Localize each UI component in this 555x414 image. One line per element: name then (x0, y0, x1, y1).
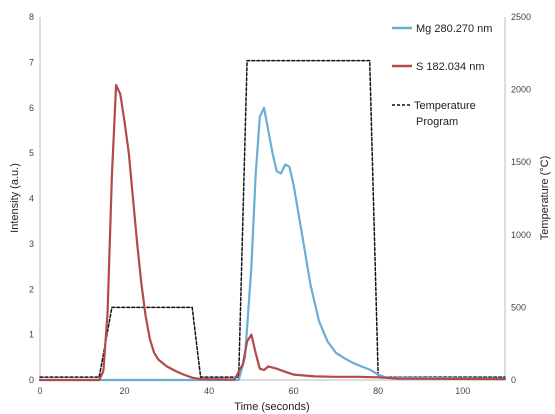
legend-label-mg: Mg 280.270 nm (416, 23, 492, 35)
x-axis-title: Time (seconds) (234, 401, 309, 413)
y-tick-label: 8 (29, 12, 34, 22)
x-tick-label: 0 (37, 386, 42, 396)
x-tick-label: 100 (455, 386, 470, 396)
series-line-s (38, 83, 507, 382)
legend-label-temperature-line2: Program (416, 116, 458, 128)
x-tick-labels: 0 20 40 60 80 100 (37, 386, 470, 396)
x-tick-label: 40 (204, 386, 214, 396)
y2-tick-label: 500 (511, 302, 526, 312)
y-tick-labels: 0 1 2 3 4 5 6 7 8 (29, 12, 34, 385)
y-axis-title: Intensity (a.u.) (9, 163, 21, 233)
y-tick-label: 0 (29, 375, 34, 385)
y-tick-label: 4 (29, 194, 34, 204)
x-tick-label: 20 (120, 386, 130, 396)
x-tick-label: 60 (289, 386, 299, 396)
y-tick-label: 3 (29, 239, 34, 249)
series-layer (38, 59, 507, 382)
legend-label-s: S 182.034 nm (416, 61, 485, 73)
y2-tick-label: 1000 (511, 230, 531, 240)
series-line-mg (38, 106, 507, 382)
y2-tick-label: 1500 (511, 157, 531, 167)
y-tick-label: 7 (29, 57, 34, 67)
y-tick-label: 5 (29, 148, 34, 158)
y-tick-label: 2 (29, 284, 34, 294)
y2-tick-label: 2500 (511, 12, 531, 22)
y2-tick-label: 0 (511, 375, 516, 385)
y2-tick-label: 2000 (511, 85, 531, 95)
x-tick-label: 80 (373, 386, 383, 396)
y2-axis-title: Temperature (°C) (539, 156, 551, 240)
y-tick-label: 1 (29, 330, 34, 340)
y-tick-label: 6 (29, 103, 34, 113)
y2-tick-labels: 0 500 1000 1500 2000 2500 (511, 12, 531, 385)
legend-label-temperature-line1: Temperature (414, 100, 476, 112)
legend: Mg 280.270 nm S 182.034 nm Temperature P… (392, 23, 492, 128)
